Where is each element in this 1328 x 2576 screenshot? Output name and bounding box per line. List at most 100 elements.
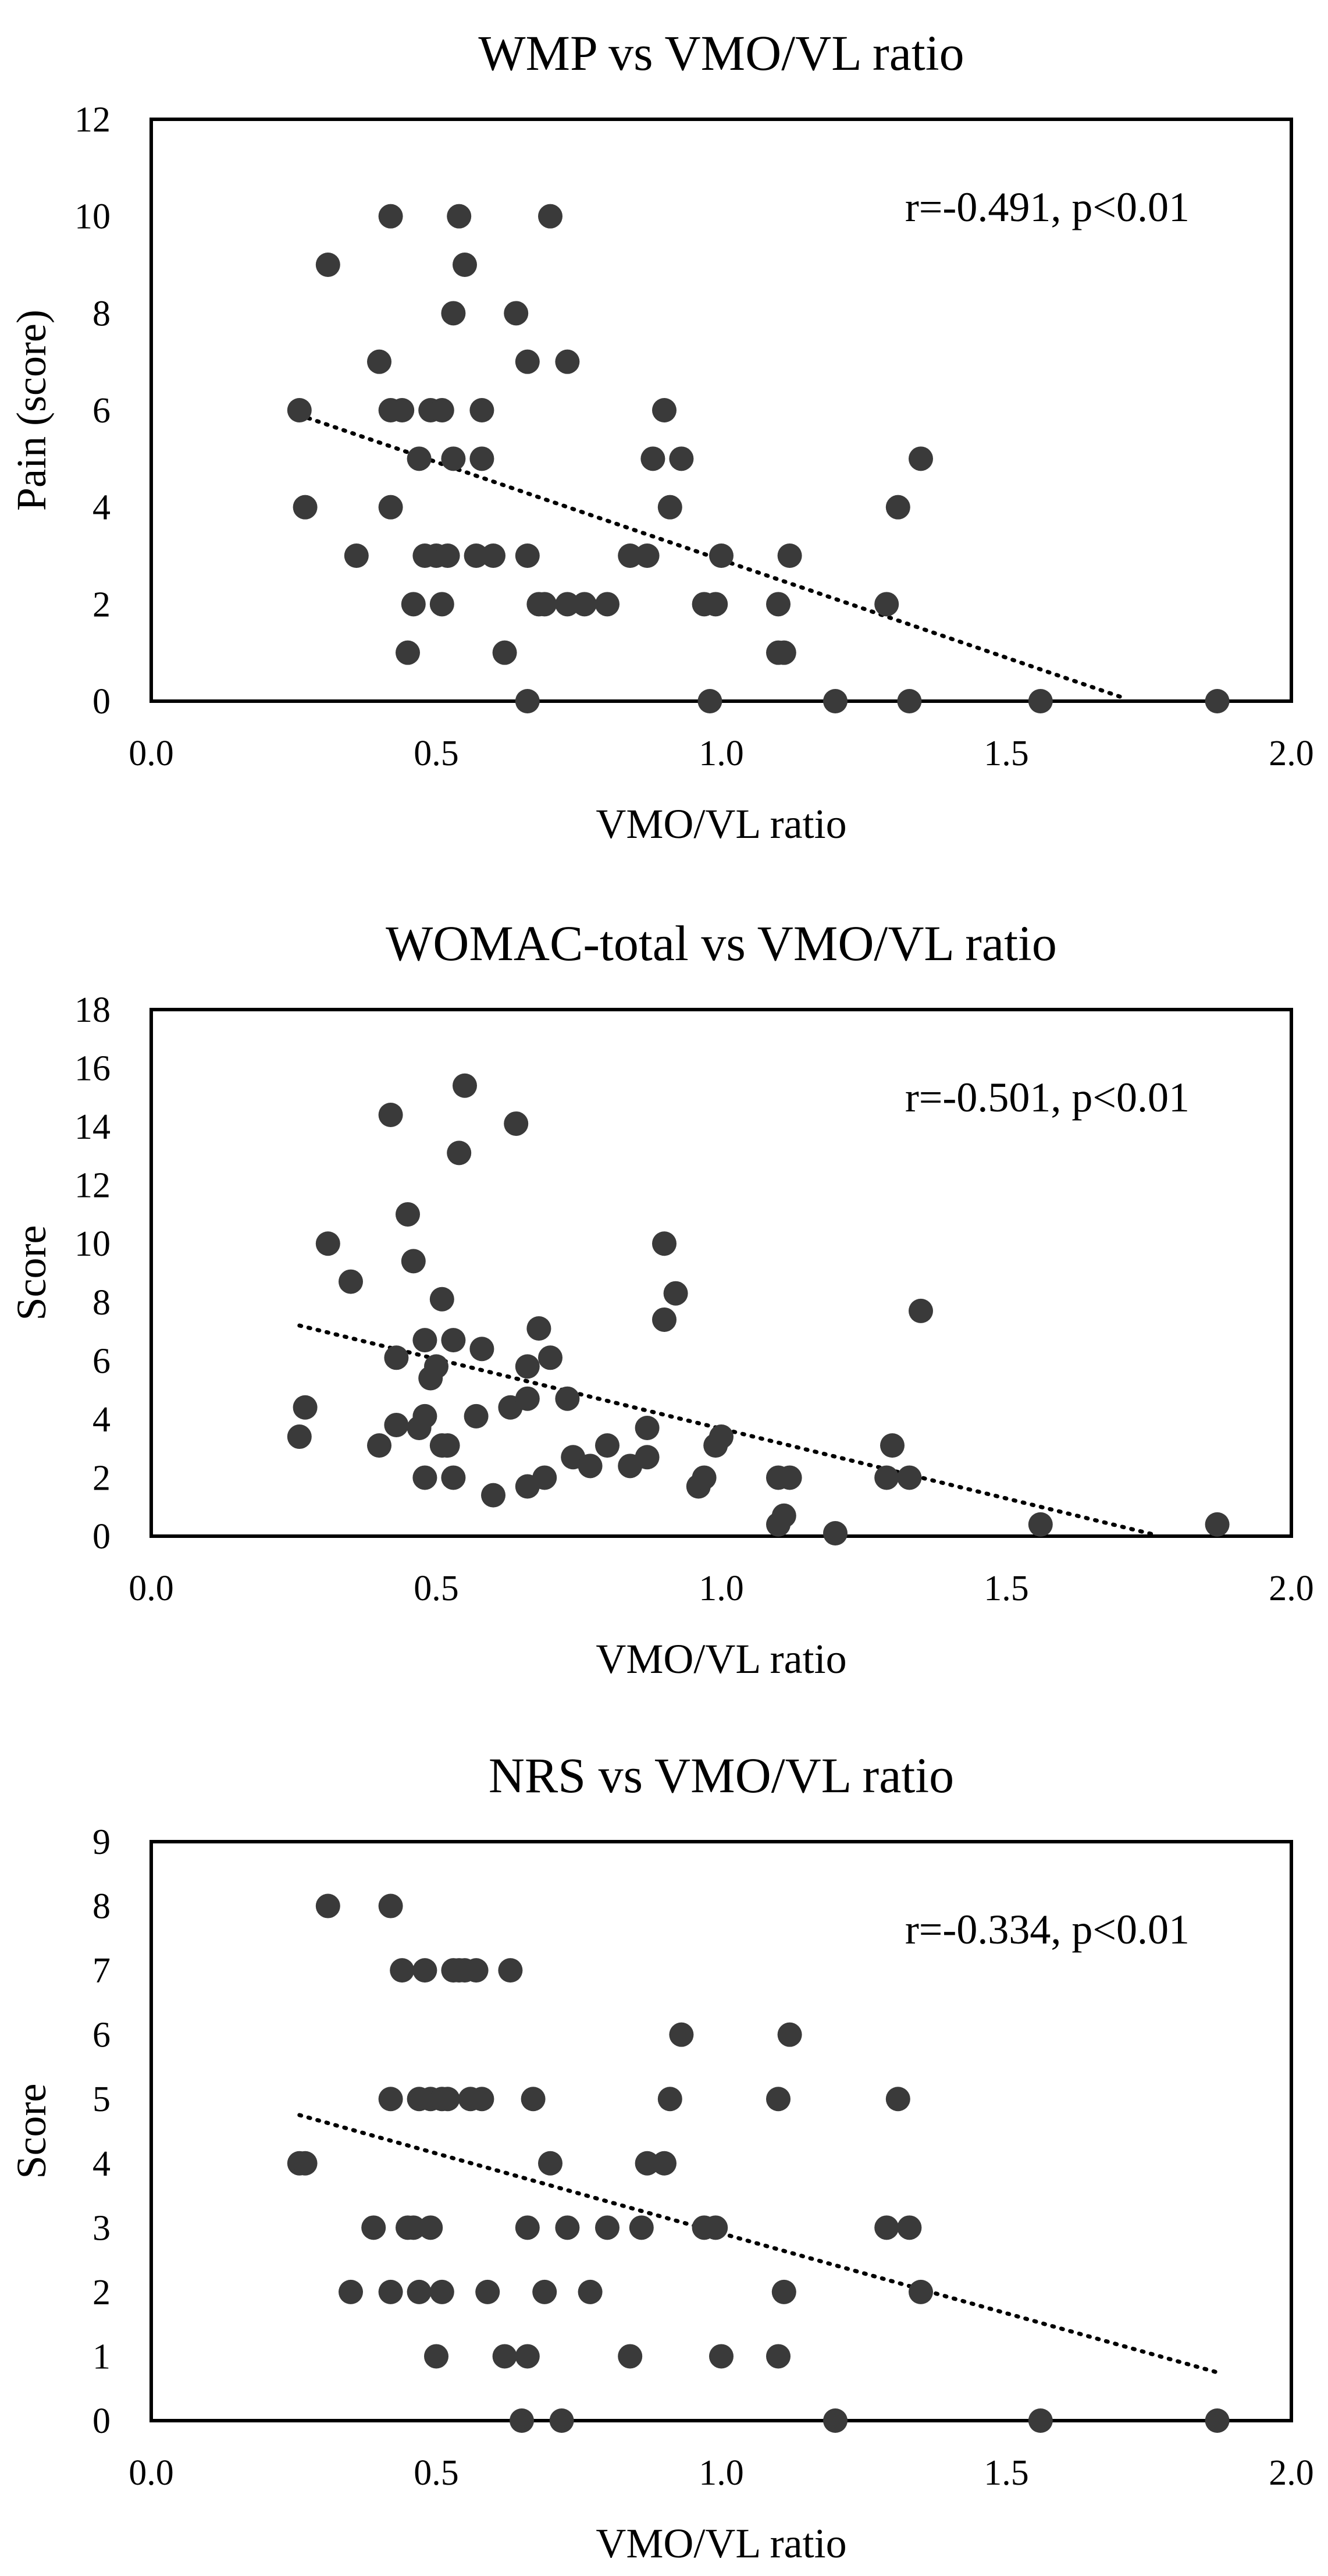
data-point: [629, 2215, 654, 2240]
data-point: [412, 1404, 437, 1429]
data-point: [384, 1345, 409, 1370]
data-point: [469, 1337, 494, 1362]
x-tick-label: 2.0: [1269, 734, 1314, 773]
data-point: [703, 2215, 728, 2240]
data-point: [885, 495, 910, 520]
x-tick-label: 0.5: [414, 2453, 459, 2493]
data-point: [618, 543, 643, 568]
data-point: [635, 2151, 660, 2176]
x-tick-label: 1.0: [699, 734, 744, 773]
data-point: [532, 2279, 557, 2304]
data-point: [498, 1958, 523, 1983]
data-point: [492, 2344, 517, 2369]
y-tick-label: 4: [92, 1400, 111, 1440]
data-point: [401, 592, 426, 617]
plot-frame: [149, 1008, 1293, 1538]
y-tick-label: 10: [74, 197, 111, 237]
data-point: [1205, 1512, 1230, 1537]
data-point: [771, 1503, 796, 1528]
data-point: [339, 2279, 363, 2304]
y-tick-label: 2: [92, 1458, 111, 1498]
data-point: [766, 2087, 791, 2112]
data-point: [361, 2215, 386, 2240]
data-point: [287, 398, 312, 422]
data-point: [823, 689, 848, 713]
data-point: [709, 543, 734, 568]
data-point: [777, 1465, 802, 1490]
y-tick-label: 0: [92, 2401, 111, 2441]
data-point: [555, 592, 580, 617]
data-point: [515, 349, 540, 374]
x-tick-label: 0.5: [414, 734, 459, 773]
data-point: [771, 2279, 796, 2304]
data-point: [532, 1465, 557, 1490]
data-point: [287, 1424, 312, 1449]
data-point: [453, 253, 477, 277]
data-point: [640, 446, 665, 471]
data-point: [521, 2087, 546, 2112]
data-point: [429, 1287, 454, 1312]
data-point: [441, 1328, 466, 1353]
data-point: [515, 2344, 540, 2369]
data-point: [538, 1345, 562, 1370]
data-point: [339, 1269, 363, 1294]
y-tick-label: 6: [92, 2016, 111, 2055]
data-point: [897, 689, 922, 713]
data-point: [407, 446, 432, 471]
data-point: [657, 495, 682, 520]
x-axis-label: VMO/VL ratio: [596, 1636, 846, 1682]
data-point: [635, 1415, 660, 1440]
x-tick-label: 0.5: [414, 1569, 459, 1608]
data-point: [367, 1433, 391, 1458]
data-point: [766, 2344, 791, 2369]
correlation-annotation: r=-0.334, p<0.01: [905, 1906, 1190, 1953]
data-point: [293, 2151, 318, 2176]
y-tick-label: 8: [92, 1283, 111, 1323]
y-tick-label: 0: [92, 1517, 111, 1557]
data-point: [390, 398, 415, 422]
data-point: [777, 543, 802, 568]
data-point: [538, 2151, 562, 2176]
y-tick-label: 12: [74, 1166, 111, 1206]
correlation-annotation: r=-0.491, p<0.01: [905, 184, 1190, 230]
data-point: [578, 2279, 603, 2304]
x-axis-label: VMO/VL ratio: [596, 801, 846, 847]
y-tick-label: 7: [92, 1951, 111, 1991]
data-point: [441, 301, 466, 326]
data-point: [823, 2408, 848, 2433]
data-point: [401, 2215, 426, 2240]
data-point: [378, 1893, 403, 1918]
y-tick-label: 9: [92, 1822, 111, 1862]
data-point: [515, 543, 540, 568]
data-point: [464, 1404, 489, 1429]
x-axis-label: VMO/VL ratio: [596, 2520, 846, 2567]
data-point: [412, 1328, 437, 1353]
x-tick-label: 0.0: [129, 734, 174, 773]
data-point: [515, 2215, 540, 2240]
data-point: [549, 2408, 574, 2433]
y-tick-label: 2: [92, 585, 111, 624]
y-tick-label: 18: [74, 990, 111, 1030]
data-point: [378, 2087, 403, 2112]
data-point: [657, 2087, 682, 2112]
data-point: [897, 2215, 922, 2240]
y-axis-label: Score: [8, 2084, 55, 2179]
data-point: [424, 1354, 448, 1379]
correlation-annotation: r=-0.501, p<0.01: [905, 1074, 1190, 1121]
data-point: [469, 446, 494, 471]
data-point: [435, 1433, 460, 1458]
data-point: [692, 1465, 717, 1490]
data-point: [447, 1140, 472, 1166]
x-tick-label: 1.5: [984, 734, 1029, 773]
data-point: [703, 592, 728, 617]
data-point: [384, 1412, 409, 1437]
data-point: [378, 1103, 403, 1127]
data-point: [663, 1281, 688, 1306]
data-point: [635, 1445, 660, 1470]
data-point: [909, 2279, 933, 2304]
data-point: [293, 495, 318, 520]
data-point: [441, 446, 466, 471]
data-point: [874, 2215, 899, 2240]
data-point: [315, 253, 340, 277]
data-point: [709, 1424, 734, 1449]
